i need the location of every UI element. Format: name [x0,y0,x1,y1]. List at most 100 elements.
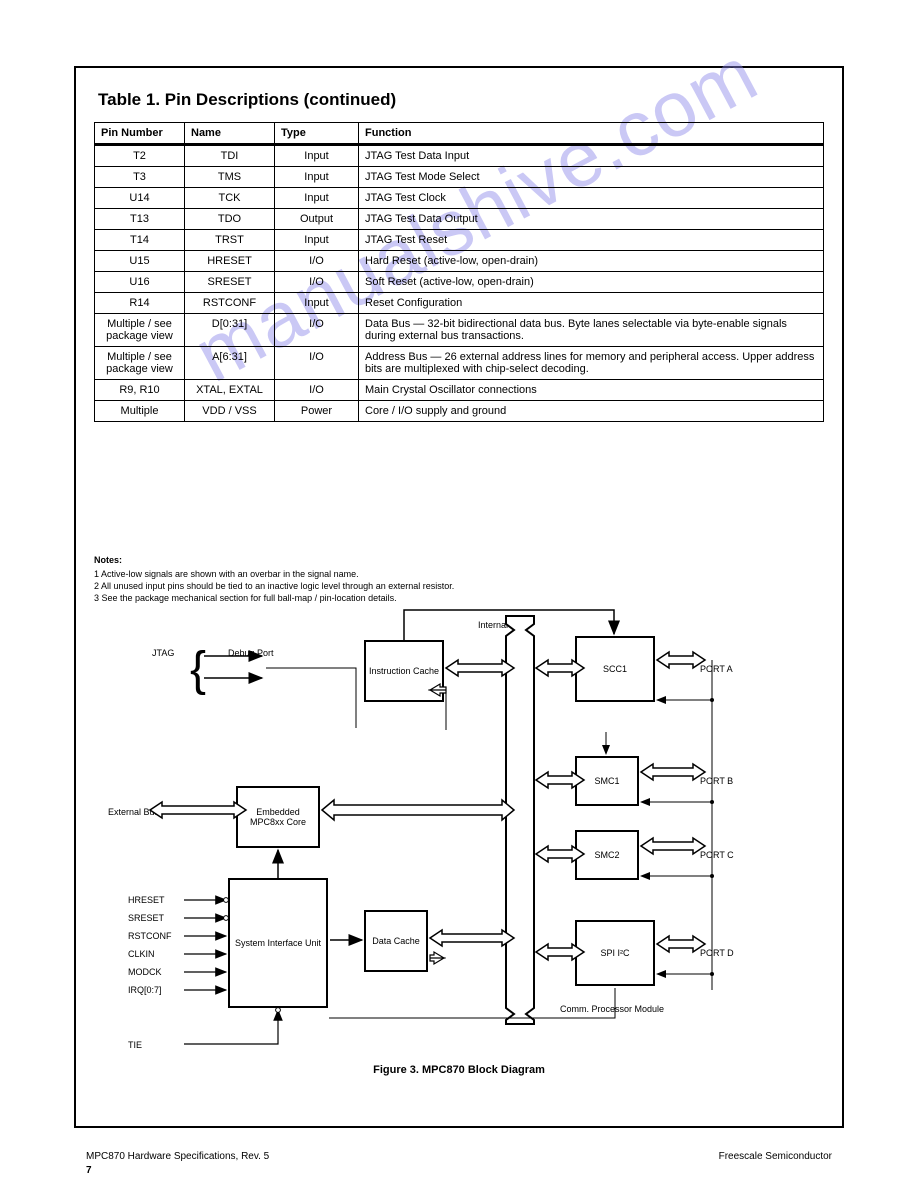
table-row: Multiple / see package viewA[6:31]I/OAdd… [95,347,824,380]
block-smc2: SMC2 [575,830,639,880]
table-cell: U15 [95,251,185,272]
table-cell: I/O [275,347,359,380]
figure-caption: Figure 3. MPC870 Block Diagram [0,1064,918,1076]
label-jtag: JTAG [152,648,174,658]
table-cell: TCK [185,188,275,209]
label-irq: IRQ[0:7] [128,985,162,995]
block-icache: Instruction Cache [364,640,444,702]
table-cell: U14 [95,188,185,209]
label-intbus: Internal Bus [478,620,526,630]
table-body: T2TDIInputJTAG Test Data InputT3TMSInput… [95,145,824,422]
footer-right-text: Freescale Semiconductor [719,1151,832,1162]
notes-title: Notes: [94,554,454,566]
page-title: Table 1. Pin Descriptions (continued) [98,90,396,110]
table-cell: TDI [185,145,275,167]
table-cell: Multiple / see package view [95,347,185,380]
table-cell: Output [275,209,359,230]
table-header-row: Pin Number Name Type Function [95,123,824,145]
table-cell: Address Bus — 26 external address lines … [359,347,824,380]
table-row: R9, R10XTAL, EXTALI/OMain Crystal Oscill… [95,380,824,401]
pin-description-table: Pin Number Name Type Function T2TDIInput… [94,122,824,422]
label-sreset: SRESET [128,913,164,923]
col-header-name: Name [185,123,275,145]
label-debug: Debug Port [228,648,274,658]
table-row: U15HRESETI/OHard Reset (active-low, open… [95,251,824,272]
label-extbus: External Bus [108,808,159,818]
label-tie: TIE [128,1040,142,1050]
page-number: 7 [86,1165,92,1176]
table-row: U16SRESETI/OSoft Reset (active-low, open… [95,272,824,293]
block-dcache: Data Cache [364,910,428,972]
table-cell: TMS [185,167,275,188]
table-cell: R9, R10 [95,380,185,401]
block-spi-i2c: SPI I²C [575,920,655,986]
table-cell: Data Bus — 32-bit bidirectional data bus… [359,314,824,347]
table-cell: Power [275,401,359,422]
table-row: U14TCKInputJTAG Test Clock [95,188,824,209]
table-cell: JTAG Test Clock [359,188,824,209]
table-cell: HRESET [185,251,275,272]
table-row: R14RSTCONFInputReset Configuration [95,293,824,314]
table-cell: VDD / VSS [185,401,275,422]
label-modck: MODCK [128,967,162,977]
table-cell: T2 [95,145,185,167]
table-row: T2TDIInputJTAG Test Data Input [95,145,824,167]
brace-icon: { [190,656,206,685]
table-cell: TRST [185,230,275,251]
table-cell: I/O [275,380,359,401]
table-head: Pin Number Name Type Function [95,123,824,145]
table-cell: Soft Reset (active-low, open-drain) [359,272,824,293]
label-rstconf: RSTCONF [128,931,172,941]
table-cell: Core / I/O supply and ground [359,401,824,422]
col-header-func: Function [359,123,824,145]
label-porta: PORT A [700,664,733,674]
table-cell: R14 [95,293,185,314]
table-cell: Input [275,230,359,251]
table-cell: I/O [275,272,359,293]
table-row: T14TRSTInputJTAG Test Reset [95,230,824,251]
table-cell: T13 [95,209,185,230]
col-header-pin: Pin Number [95,123,185,145]
block-siu: System Interface Unit [228,878,328,1008]
table-row: T13TDOOutputJTAG Test Data Output [95,209,824,230]
table-row: Multiple / see package viewD[0:31]I/ODat… [95,314,824,347]
note-item: 2 All unused input pins should be tied t… [94,580,454,592]
table-cell: RSTCONF [185,293,275,314]
table-cell: Input [275,167,359,188]
table-row: MultipleVDD / VSSPowerCore / I/O supply … [95,401,824,422]
table-cell: JTAG Test Data Input [359,145,824,167]
footer-left-text: MPC870 Hardware Specifications, Rev. 5 [86,1151,269,1162]
table-cell: JTAG Test Reset [359,230,824,251]
table-cell: XTAL, EXTAL [185,380,275,401]
table-notes: Notes: 1 Active-low signals are shown wi… [94,554,454,605]
block-core: Embedded MPC8xx Core [236,786,320,848]
table-cell: Multiple [95,401,185,422]
table-cell: Input [275,145,359,167]
table-cell: Reset Configuration [359,293,824,314]
table-cell: Multiple / see package view [95,314,185,347]
table-cell: JTAG Test Data Output [359,209,824,230]
label-clkin: CLKIN [128,949,155,959]
page-root: manualshive.com Table 1. Pin Description… [0,0,918,1188]
note-item: 1 Active-low signals are shown with an o… [94,568,454,580]
block-scc1: SCC1 [575,636,655,702]
label-portc: PORT C [700,850,734,860]
label-hreset: HRESET [128,895,165,905]
table-cell: U16 [95,272,185,293]
table-cell: TDO [185,209,275,230]
note-item: 3 See the package mechanical section for… [94,592,454,604]
table-cell: D[0:31] [185,314,275,347]
table-cell: Main Crystal Oscillator connections [359,380,824,401]
table-cell: Input [275,293,359,314]
table-cell: T14 [95,230,185,251]
table-cell: A[6:31] [185,347,275,380]
label-portd: PORT D [700,948,734,958]
table-cell: Hard Reset (active-low, open-drain) [359,251,824,272]
label-cpm: Comm. Processor Module [560,1004,664,1014]
block-smc1: SMC1 [575,756,639,806]
table-cell: I/O [275,314,359,347]
label-portb: PORT B [700,776,733,786]
table-cell: SRESET [185,272,275,293]
table-row: T3TMSInputJTAG Test Mode Select [95,167,824,188]
col-header-type: Type [275,123,359,145]
